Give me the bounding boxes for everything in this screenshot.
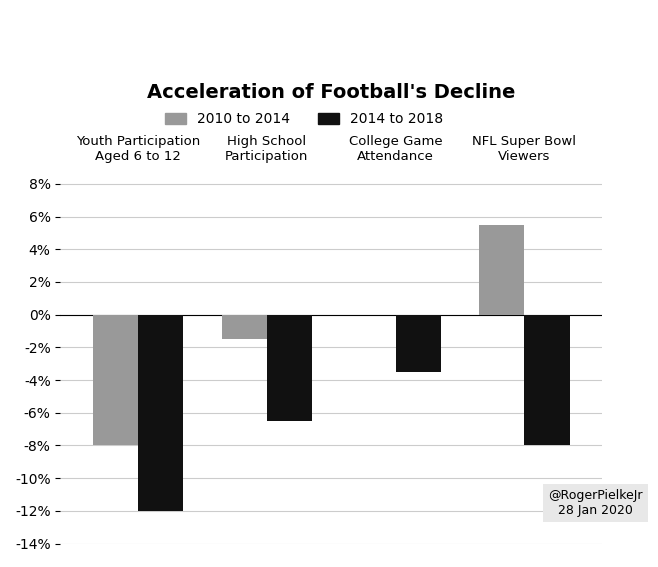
Text: Youth Participation
Aged 6 to 12: Youth Participation Aged 6 to 12 — [76, 134, 200, 163]
Bar — [93, 315, 138, 446]
Bar — [138, 315, 183, 511]
Legend: 2010 to 2014, 2014 to 2018: 2010 to 2014, 2014 to 2018 — [159, 107, 449, 132]
Text: College Game
Attendance: College Game Attendance — [349, 134, 442, 163]
Text: NFL Super Bowl
Viewers: NFL Super Bowl Viewers — [472, 134, 576, 163]
Text: High School
Participation: High School Participation — [225, 134, 309, 163]
Bar — [266, 315, 312, 421]
Text: @RogerPielkeJr
28 Jan 2020: @RogerPielkeJr 28 Jan 2020 — [548, 489, 643, 517]
Bar — [395, 315, 441, 372]
Bar — [222, 315, 266, 339]
Bar — [524, 315, 570, 446]
Title: Acceleration of Football's Decline: Acceleration of Football's Decline — [147, 83, 515, 102]
Bar — [479, 225, 524, 315]
